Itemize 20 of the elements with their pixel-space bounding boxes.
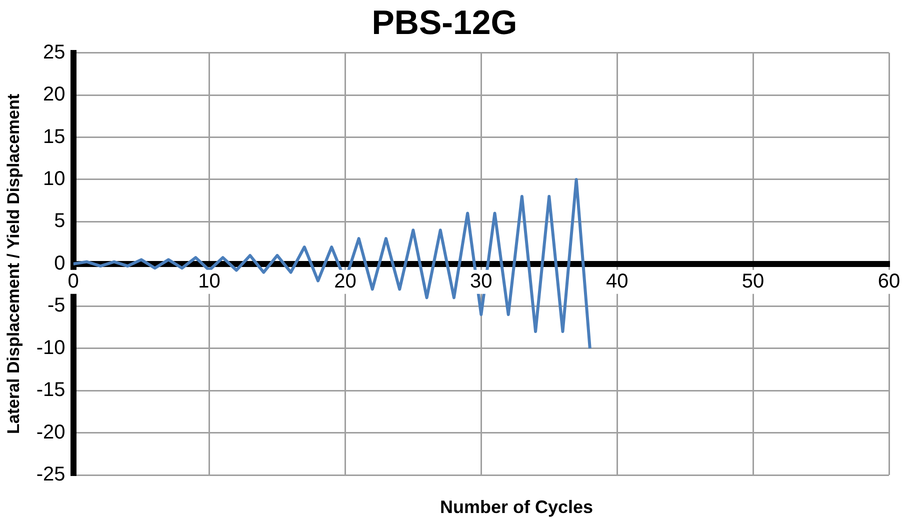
y-axis-title: Lateral Displacement / Yield Displacement	[4, 94, 23, 434]
y-tick-label: 5	[54, 210, 66, 232]
y-tick-label: -20	[36, 421, 66, 444]
x-axis-title: Number of Cycles	[438, 497, 594, 518]
x-tick-label: 10	[198, 270, 220, 292]
y-tick-label: -25	[36, 464, 66, 486]
y-tick-label: 15	[43, 126, 66, 148]
x-tick-label: 40	[606, 270, 628, 292]
x-tick-label: 60	[878, 270, 900, 292]
x-tick-label: 50	[742, 270, 764, 292]
y-tick-label: 20	[43, 84, 66, 106]
y-tick-label: 0	[54, 252, 66, 274]
chart-title: PBS-12G	[372, 4, 518, 42]
y-tick-label: 10	[43, 168, 66, 190]
x-tick-label: 30	[470, 270, 492, 292]
x-tick-label: 20	[334, 270, 356, 292]
y-tick-label: -10	[36, 336, 66, 359]
y-tick-label: -5	[48, 294, 66, 317]
y-tick-label: -15	[36, 379, 66, 402]
y-tick-label: 25	[43, 41, 66, 64]
